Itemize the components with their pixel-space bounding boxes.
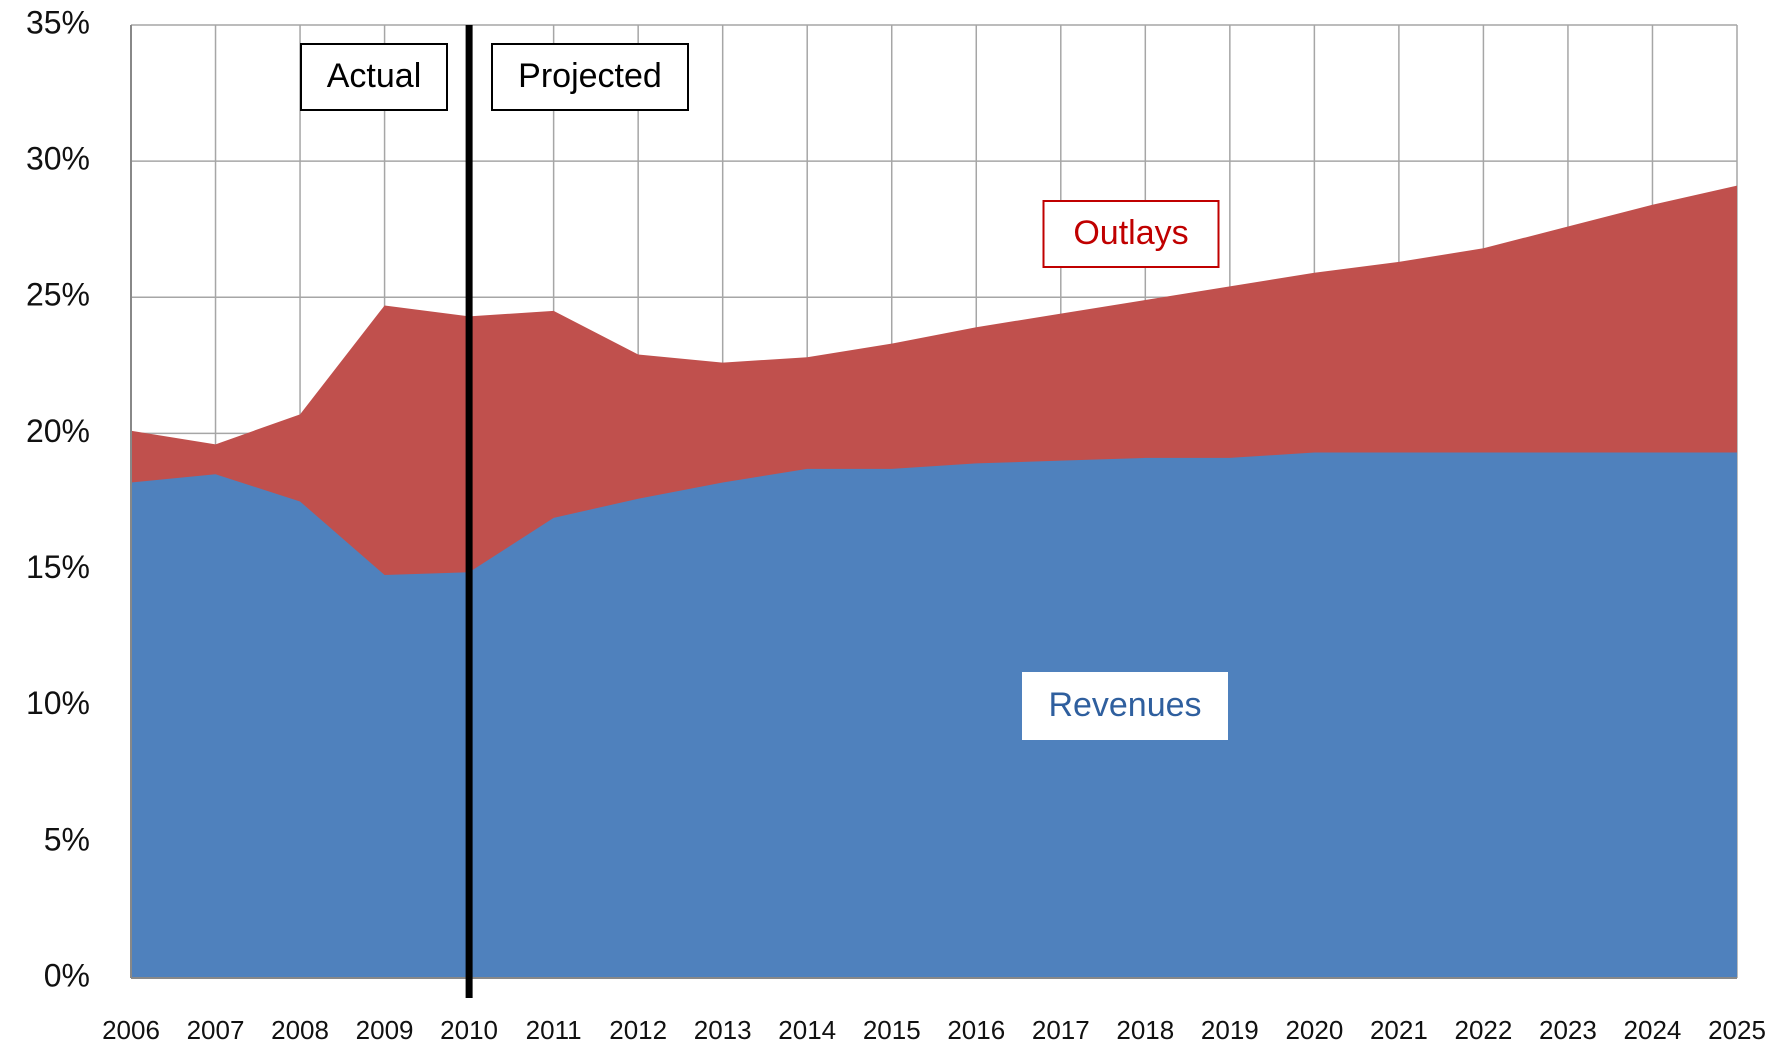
y-tick-label: 30%: [26, 141, 90, 177]
x-tick-label: 2015: [863, 1015, 921, 1040]
area: [131, 452, 1737, 978]
x-tick-label: 2008: [271, 1015, 329, 1040]
y-tick-label: 35%: [26, 4, 90, 40]
x-tick-label: 2017: [1032, 1015, 1090, 1040]
label: Projected: [518, 57, 662, 95]
y-tick-label: 5%: [44, 821, 90, 857]
overlay: 2006 2007 2008 2009 2010 2011 2012 2013 2014 2015…: [102, 25, 1766, 1040]
x-tick-label: 2023: [1539, 1015, 1597, 1040]
y-tick-label: 10%: [26, 685, 90, 721]
x-tick-label: 2014: [778, 1015, 836, 1040]
x-tick-label: 2012: [609, 1015, 667, 1040]
areas: [131, 185, 1737, 979]
label: Actual: [327, 57, 422, 95]
x-tick-label: 2021: [1370, 1015, 1428, 1040]
y-tick-label: 25%: [26, 277, 90, 313]
y-tick-label: 0%: [44, 957, 90, 993]
y-tick-label: 20%: [26, 413, 90, 449]
x-tick-label: 2011: [526, 1015, 582, 1040]
x-tick-label: 2009: [356, 1015, 414, 1040]
x-tick-label: 2016: [947, 1015, 1005, 1040]
label-box: [1022, 672, 1228, 740]
x-tick-label: 2022: [1454, 1015, 1512, 1040]
x-tick-label: 2018: [1116, 1015, 1174, 1040]
label-box: [300, 43, 448, 111]
label: Revenues: [1048, 686, 1201, 724]
y-tick-label: 15%: [26, 549, 90, 585]
x-tick-label: 2013: [694, 1015, 752, 1040]
x-tick-label: 2019: [1201, 1015, 1259, 1040]
x-tick-label: 2007: [187, 1015, 245, 1040]
x-tick-label: 2025: [1708, 1015, 1766, 1040]
label: Outlays: [1073, 214, 1188, 252]
x-tick-label: 2006: [102, 1015, 160, 1040]
label-box: [491, 43, 689, 111]
x-tick-label: 2024: [1624, 1015, 1682, 1040]
x-tick-label: 2010: [440, 1015, 498, 1040]
x-tick-label: 2020: [1285, 1015, 1343, 1040]
label-box: [1042, 200, 1220, 268]
